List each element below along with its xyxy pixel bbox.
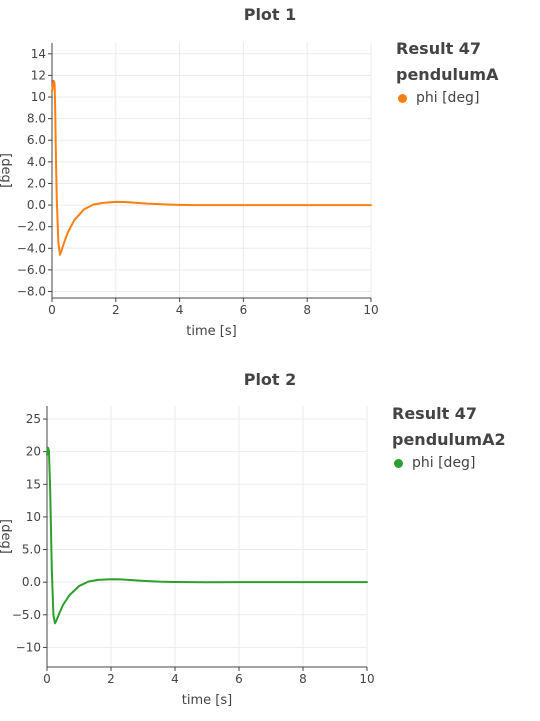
y-tick-label: 8.0 (27, 112, 46, 126)
y-tick-label: 0.0 (22, 575, 41, 589)
legend-label: phi [deg] (416, 90, 480, 106)
y-tick-label: −6.0 (17, 263, 46, 277)
x-tick-label: 6 (235, 672, 243, 686)
y-tick-label: 4.0 (27, 155, 46, 169)
x-tick-label: 8 (303, 303, 311, 317)
legend-title-line-2: pendulumA (396, 65, 499, 84)
y-tick-label: 5.0 (22, 543, 41, 557)
x-tick-label: 4 (171, 672, 179, 686)
y-tick-label: 0.0 (27, 198, 46, 212)
y-tick-label: 12 (31, 68, 46, 82)
x-tick-label: 6 (240, 303, 248, 317)
plot-1: Plot 1 14 12 10 8.0 6.0 4.0 2.0 0.0 −2.0 −4.0 −6.0… (0, 0, 540, 360)
x-tick-label: 0 (43, 672, 51, 686)
x-tick-label: 10 (363, 303, 378, 317)
legend-item[interactable]: phi [deg] (396, 90, 498, 106)
x-axis-title: time [s] (182, 693, 232, 708)
chart-2-svg: 25 20 15 10 5.0 0.0 −5.0 −10 0 2 4 6 8 10 time [s] [deg… (0, 406, 375, 708)
y-tick-label: −5.0 (12, 608, 41, 622)
chart-1-svg: 14 12 10 8.0 6.0 4.0 2.0 0.0 −2.0 −4.0 −6.0 −8.00 2 4… (0, 43, 379, 339)
legend-marker (394, 458, 403, 468)
y-tick-label: −2.0 (17, 220, 46, 234)
x-tick-label: 2 (107, 672, 115, 686)
x-tick-label: 0 (48, 303, 56, 317)
x-tick-label: 10 (359, 672, 374, 686)
plot-2: Plot 2 25 20 15 10 5.0 0.0 −5.0 −10 0 2 4 6 8 10 time … (0, 365, 540, 721)
y-tick-label: 15 (26, 477, 41, 491)
x-tick-label: 4 (176, 303, 184, 317)
series-line-0 (46, 446, 368, 625)
x-axis-title: time [s] (186, 324, 236, 339)
chart-1-legend: Result 47 pendulumA phi [deg] (396, 36, 498, 106)
legend-marker (398, 93, 407, 103)
y-tick-label: 10 (26, 510, 41, 524)
y-tick-label: 25 (26, 412, 41, 426)
legend-item[interactable]: phi [deg] (392, 455, 506, 471)
x-tick-label: 2 (112, 303, 120, 317)
chart-title: Plot 1 (243, 5, 297, 24)
y-tick-label: 14 (31, 47, 46, 61)
y-tick-label: −10 (16, 640, 41, 654)
y-tick-label: 2.0 (27, 176, 46, 190)
y-axis-title: [deg] (0, 153, 13, 188)
chart-title: Plot 2 (243, 370, 297, 389)
y-tick-label: −4.0 (17, 241, 46, 255)
legend-title-line-2: pendulumA2 (392, 430, 506, 449)
legend-title-line-1: Result 47 (392, 404, 478, 423)
chart-2-legend: Result 47 pendulumA2 phi [deg] (392, 401, 506, 471)
y-tick-label: 20 (26, 445, 41, 459)
legend-title-line-1: Result 47 (396, 39, 482, 58)
y-tick-label: −8.0 (17, 285, 46, 299)
legend-label: phi [deg] (412, 455, 476, 471)
y-tick-label: 6.0 (27, 133, 46, 147)
y-axis-title: [deg] (0, 519, 13, 554)
x-tick-label: 8 (299, 672, 307, 686)
series-line-0 (51, 79, 372, 256)
y-tick-label: 10 (31, 90, 46, 104)
